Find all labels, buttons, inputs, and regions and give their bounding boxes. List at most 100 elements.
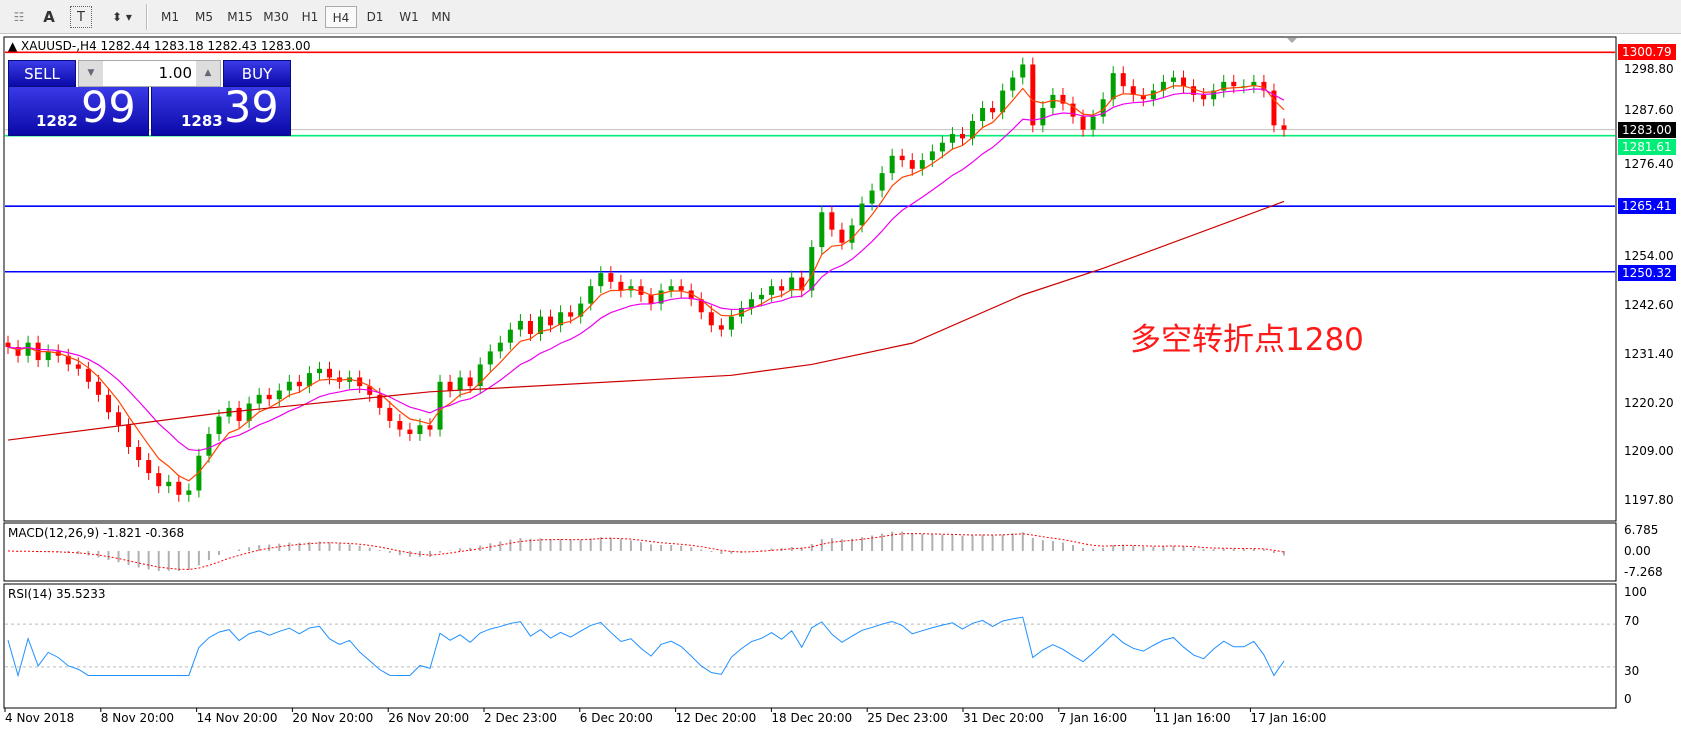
candle-body [25, 342, 31, 356]
price-level-label: 1265.41 [1618, 198, 1676, 215]
candle-body [1060, 94, 1066, 104]
candle-body [497, 342, 503, 352]
time-label: 2 Dec 23:00 [484, 711, 558, 725]
candle-body [869, 190, 875, 204]
candle-body [316, 368, 322, 374]
candle-body [658, 290, 664, 304]
timeframe-m15[interactable]: M15 [227, 10, 253, 24]
time-label: 25 Dec 23:00 [867, 711, 948, 725]
candle-body [1000, 90, 1006, 113]
moving-average-fast [7, 84, 1285, 482]
candle-body [1201, 94, 1207, 100]
candle-body [1090, 116, 1096, 130]
sell-price[interactable]: 1282 99 [8, 83, 149, 136]
price-tick: 1254.00 [1624, 248, 1674, 263]
candle-body [1100, 99, 1106, 117]
chart-annotation-text[interactable]: 多空转折点1280 [1130, 322, 1364, 358]
lot-input-wrapper: ▼ 1.00 ▲ [78, 60, 221, 87]
candle-body [1050, 94, 1056, 108]
candle-body [105, 394, 111, 413]
buy-price-minor: 39 [224, 83, 279, 133]
candle-body [959, 134, 965, 139]
candle-body [899, 155, 905, 161]
timeframe-d1[interactable]: D1 [366, 10, 384, 24]
lot-increase-button[interactable]: ▲ [196, 61, 220, 86]
candle-body [538, 316, 544, 334]
candle-body [457, 377, 463, 391]
price-level-label: 1300.79 [1618, 44, 1676, 61]
price-level-label: 1250.32 [1618, 264, 1676, 281]
candle-body [949, 134, 955, 143]
macd-tick: -7.268 [1624, 565, 1663, 579]
moving-average-mid [7, 88, 1285, 452]
timeframe-h1[interactable]: H1 [301, 10, 319, 24]
moving-average-slow [7, 200, 1285, 441]
timeframe-h4[interactable]: H4 [325, 6, 357, 28]
candle-body [166, 481, 172, 487]
lot-size-input[interactable]: 1.00 [158, 64, 192, 82]
buy-price-major: 1283 [181, 112, 223, 130]
timeframe-m5[interactable]: M5 [195, 10, 213, 24]
macd-tick: 6.785 [1624, 523, 1659, 537]
candle-body [286, 381, 292, 391]
candle-body [1191, 86, 1197, 95]
price-tick: 1231.40 [1624, 346, 1674, 361]
lot-decrease-button[interactable]: ▼ [79, 61, 103, 86]
candle-body [929, 151, 935, 161]
time-label: 18 Dec 20:00 [771, 711, 853, 725]
macd-signal-line [7, 533, 1285, 570]
candle-body [397, 420, 403, 430]
timeframe-m30[interactable]: M30 [263, 10, 289, 24]
candle-body [276, 390, 282, 400]
candle-body [1130, 86, 1136, 95]
candle-body [5, 342, 11, 348]
candle-body [1271, 90, 1277, 126]
buy-button[interactable]: BUY [223, 60, 291, 87]
time-label: 7 Jan 16:00 [1058, 711, 1128, 725]
arrows-icon[interactable]: ⬍ ▾ [112, 10, 132, 24]
text-label-icon[interactable]: T [70, 6, 92, 28]
candle-body [1160, 81, 1166, 91]
candle-body [588, 286, 594, 304]
text-icon[interactable]: A [43, 8, 55, 26]
candle-body [578, 303, 584, 317]
time-label: 4 Nov 2018 [5, 711, 75, 725]
candle-body [116, 412, 122, 426]
candle-body [477, 364, 483, 387]
candle-body [407, 429, 413, 434]
timeframe-mn[interactable]: MN [431, 10, 451, 24]
candle-body [809, 247, 815, 291]
candle-body [919, 160, 925, 169]
macd-tick: 0.00 [1624, 544, 1651, 558]
toolbar-separator [146, 4, 148, 30]
candle-body [849, 225, 855, 243]
candle-body [688, 290, 694, 300]
candle-body [608, 273, 614, 282]
candle-body [1020, 64, 1026, 78]
candle-body [1170, 77, 1176, 82]
price-tick: 1197.80 [1624, 493, 1674, 508]
candle-body [95, 381, 101, 395]
sell-button[interactable]: SELL [8, 60, 76, 87]
candle-body [1221, 81, 1227, 91]
candle-body [889, 155, 895, 174]
candle-body [618, 281, 624, 291]
candle-body [246, 403, 252, 421]
candle-body [1030, 64, 1036, 126]
shift-marker-icon[interactable] [1287, 38, 1297, 43]
buy-price[interactable]: 1283 39 [151, 83, 291, 136]
rsi-tick: 30 [1624, 664, 1640, 678]
timeframe-w1[interactable]: W1 [399, 10, 419, 24]
candle-body [668, 286, 674, 291]
candle-body [1120, 73, 1126, 87]
candle-body [377, 394, 383, 408]
candle-body [45, 351, 51, 361]
candle-body [1040, 107, 1046, 126]
candle-body [487, 351, 493, 365]
grid-icon[interactable]: ☷ [13, 10, 25, 24]
price-tick: 1276.40 [1624, 156, 1674, 171]
candle-body [216, 416, 222, 434]
candle-body [548, 316, 554, 326]
timeframe-m1[interactable]: M1 [161, 10, 179, 24]
time-label: 14 Nov 20:00 [196, 711, 278, 725]
